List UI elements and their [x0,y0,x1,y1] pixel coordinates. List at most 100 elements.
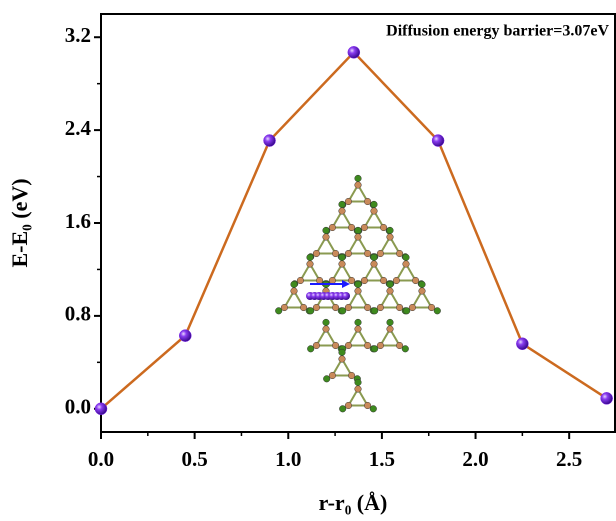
point [516,338,528,350]
x-tick-label: 0.5 [182,447,208,471]
atom [387,281,394,288]
atom [339,254,346,261]
atom [434,308,441,315]
atom [329,277,336,284]
atom [371,201,378,208]
atom [403,261,410,268]
atom [323,234,330,241]
atom [329,372,336,379]
y-tick-label: 0.0 [65,395,91,419]
atom [396,342,403,349]
atom [371,308,378,315]
atom [419,288,426,295]
diffusing-atom [342,292,350,300]
x-tick-label: 1.5 [369,447,395,471]
atom [387,234,394,241]
atom [323,326,330,333]
atom [387,326,394,333]
y-tick-label: 2.4 [65,116,92,140]
x-tick-label: 1.0 [275,447,301,471]
annotation: Diffusion energy barrier=3.07eV [386,23,609,40]
atom [307,346,314,353]
atom [409,304,416,311]
atom [380,224,387,231]
atom [348,372,355,379]
atom [307,308,314,315]
atom [402,346,409,353]
point [601,392,613,404]
atom [380,277,387,284]
atom [316,277,323,284]
atom [332,304,339,311]
atom [419,281,426,288]
x-tick-label: 2.0 [462,447,488,471]
atom [332,342,339,349]
y-tick-label: 0.8 [65,302,91,326]
atom [387,227,394,234]
atom [345,198,352,205]
atom [291,288,298,295]
atom [339,201,346,208]
atom [313,304,320,311]
atom [339,308,346,315]
atom [393,277,400,284]
y-tick-label: 1.6 [65,209,91,233]
y-axis-label: E-E₀ (eV) [7,178,32,267]
atom [345,304,352,311]
atom [300,304,307,311]
atom [396,304,403,311]
atom [281,304,288,311]
chart: Diffusion energy barrier=3.07eV r-r₀ (Å)… [0,0,616,521]
point [179,330,191,342]
plot-frame [101,14,615,432]
atom [364,198,371,205]
atom [313,342,320,349]
point [264,135,276,147]
point [348,46,360,58]
atom [355,182,362,189]
atom [377,250,384,257]
atom [355,227,362,234]
atom [364,342,371,349]
atom [345,342,352,349]
atom [387,288,394,295]
atom [348,224,355,231]
atom [307,254,314,261]
atom [313,250,320,257]
atom [371,254,378,261]
atom [355,175,362,182]
atom [371,261,378,268]
atom [323,376,330,383]
atom [275,308,282,315]
atom [377,342,384,349]
atom [355,288,362,295]
atom [355,234,362,241]
atom [396,250,403,257]
atom [377,304,384,311]
atom [361,224,368,231]
atom [339,349,346,356]
atom [361,277,368,284]
atom [387,319,394,326]
atom [370,406,377,413]
atom [323,319,330,326]
atom [355,281,362,288]
atom [339,356,346,363]
atom [371,346,378,353]
x-tick-label: 2.5 [556,447,582,471]
atom [307,261,314,268]
atom [297,277,304,284]
atom [403,254,410,261]
atom [364,402,371,409]
atom [339,261,346,268]
atom [412,277,419,284]
atom [339,406,346,413]
atom [355,379,362,386]
atom [348,277,355,284]
atom [291,281,298,288]
atom [345,250,352,257]
atom [364,250,371,257]
atom [371,208,378,215]
atom [428,304,435,311]
atom [323,227,330,234]
